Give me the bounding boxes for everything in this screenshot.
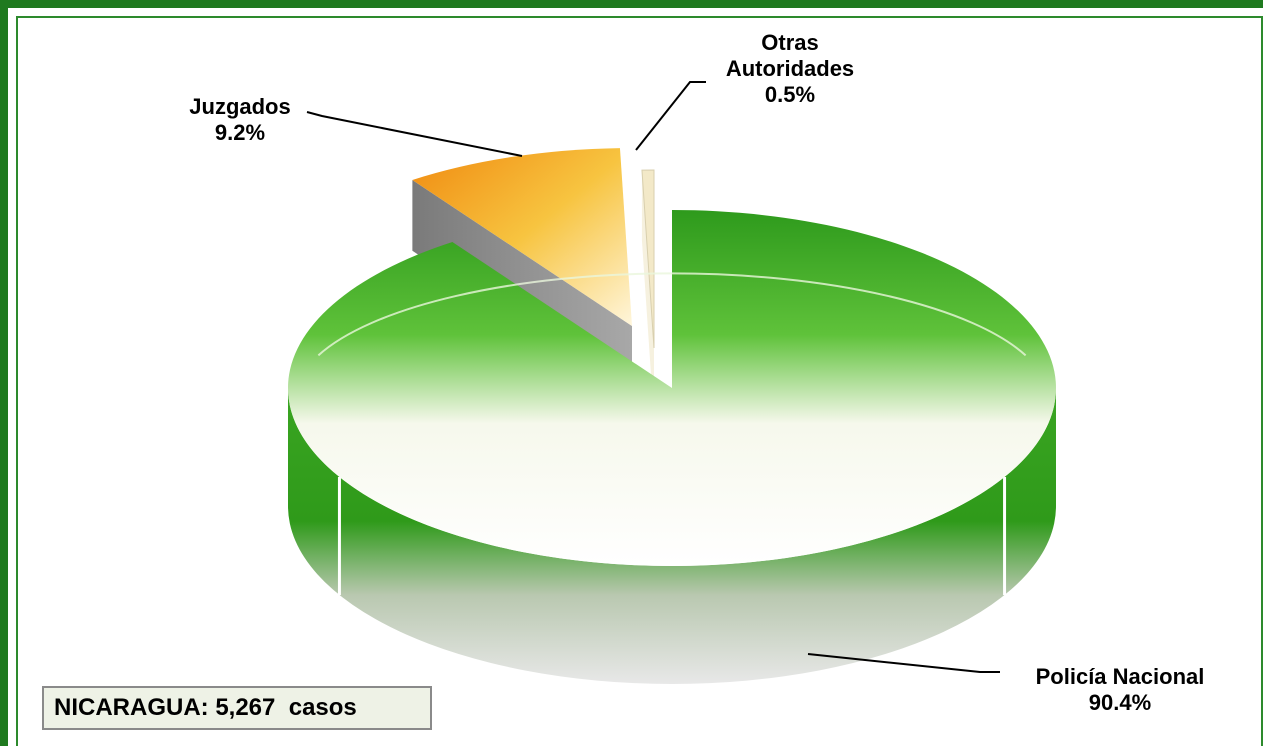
slice-label-policia-nacional: Policía Nacional 90.4% [1000,664,1240,716]
slice-value-policia-nacional: 90.4% [1000,690,1240,716]
slice-name-policia-nacional: Policía Nacional [1000,664,1240,690]
slice-top-policia-nacional [288,210,1056,566]
slice-value-juzgados: 9.2% [160,120,320,146]
slice-policia-nacional [288,210,1056,684]
slice-label-juzgados: Juzgados 9.2% [160,94,320,146]
total-cases-box: NICARAGUA: 5,267 casos [42,686,432,730]
slice-value-otras-autoridades: 0.5% [695,82,885,108]
slice-name-juzgados: Juzgados [160,94,320,120]
slice-name-otras-autoridades: Otras Autoridades [725,30,855,82]
leader-line-juzgados [307,112,522,156]
slice-label-otras-autoridades: Otras Autoridades 0.5% [695,30,885,108]
